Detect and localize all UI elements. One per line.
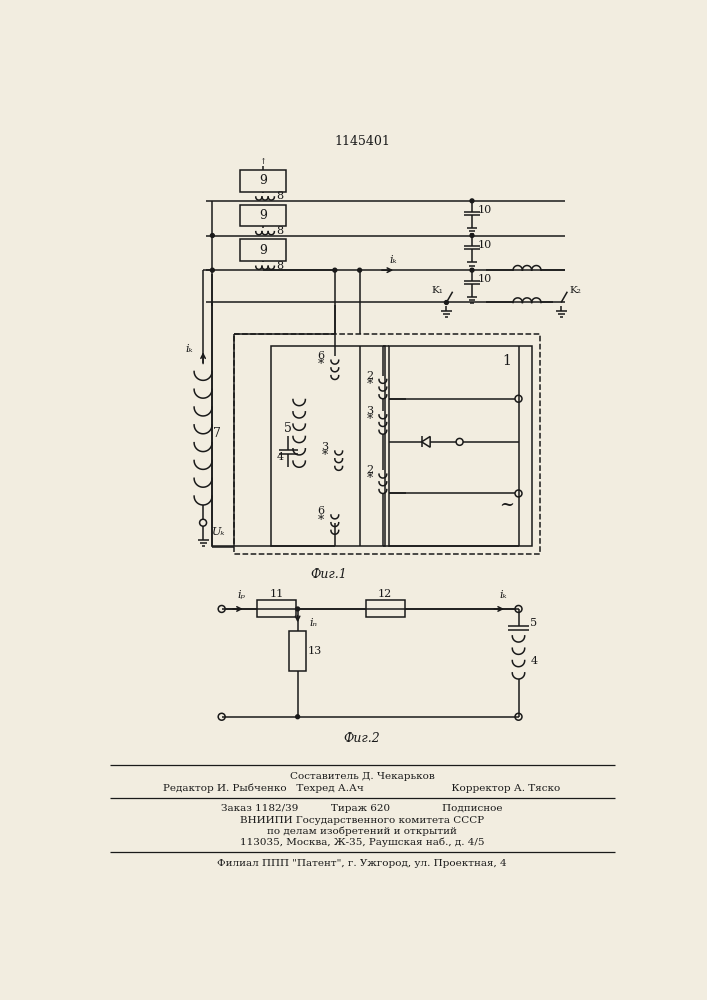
Text: 1: 1: [503, 354, 511, 368]
Text: 11: 11: [269, 589, 284, 599]
Polygon shape: [421, 436, 430, 447]
Text: Фиг.2: Фиг.2: [344, 732, 380, 745]
Text: 3: 3: [366, 406, 373, 416]
Bar: [257, 600, 296, 617]
Text: 5: 5: [284, 422, 292, 434]
Text: 2: 2: [366, 371, 373, 381]
Circle shape: [445, 301, 448, 304]
Text: 9: 9: [259, 244, 267, 257]
Text: 4: 4: [276, 452, 284, 462]
Bar: [289, 631, 306, 671]
Text: *: *: [322, 449, 328, 462]
Bar: [240, 239, 286, 261]
Circle shape: [211, 234, 214, 237]
Circle shape: [470, 199, 474, 203]
Text: 13: 13: [308, 646, 322, 656]
Text: 5: 5: [530, 618, 537, 628]
Text: iₚ: iₚ: [238, 590, 246, 600]
Text: 1145401: 1145401: [334, 135, 390, 148]
Circle shape: [470, 234, 474, 237]
Circle shape: [296, 607, 300, 611]
Text: iₖ: iₖ: [185, 344, 193, 354]
Text: *: *: [366, 413, 373, 426]
Text: Редактор И. Рыбченко   Техред А.Ач                           Корректор А. Тяско: Редактор И. Рыбченко Техред А.Ач Коррект…: [163, 784, 561, 793]
Text: Uₖ: Uₖ: [212, 527, 226, 537]
Text: 8: 8: [276, 261, 284, 271]
Text: *: *: [317, 514, 324, 527]
Bar: [271, 346, 385, 546]
Circle shape: [211, 268, 214, 272]
Text: 9: 9: [259, 209, 267, 222]
Text: iₖ: iₖ: [499, 590, 507, 600]
Text: iₙ: iₙ: [309, 618, 317, 628]
Text: 10: 10: [478, 205, 492, 215]
Text: по делам изобретений и открытий: по делам изобретений и открытий: [267, 827, 457, 836]
Text: *: *: [366, 472, 373, 485]
Text: 9: 9: [259, 174, 267, 187]
Text: Составитель Д. Чекарьков: Составитель Д. Чекарьков: [290, 772, 434, 781]
Bar: [240, 205, 286, 226]
Text: Филиал ППП "Патент", г. Ужгород, ул. Проектная, 4: Филиал ППП "Патент", г. Ужгород, ул. Про…: [217, 859, 507, 868]
Text: Заказ 1182/39          Тираж 620                Подписное: Заказ 1182/39 Тираж 620 Подписное: [221, 804, 503, 813]
Bar: [366, 600, 404, 617]
Text: ↑: ↑: [259, 158, 267, 166]
Text: K₁: K₁: [431, 286, 443, 295]
Bar: [234, 334, 540, 554]
Text: 8: 8: [276, 226, 284, 236]
Circle shape: [358, 268, 361, 272]
Text: 6: 6: [317, 351, 325, 361]
Text: ~: ~: [499, 496, 515, 514]
Text: iₖ: iₖ: [389, 255, 397, 265]
Circle shape: [296, 715, 300, 719]
Text: 6: 6: [317, 506, 325, 516]
Circle shape: [333, 268, 337, 272]
Text: ВНИИПИ Государственного комитета СССР: ВНИИПИ Государственного комитета СССР: [240, 816, 484, 825]
Text: 10: 10: [478, 240, 492, 250]
Text: 113035, Москва, Ж-35, Раушская наб., д. 4/5: 113035, Москва, Ж-35, Раушская наб., д. …: [240, 838, 484, 847]
Text: 12: 12: [378, 589, 392, 599]
Text: 2: 2: [366, 465, 373, 475]
Bar: [389, 346, 532, 546]
Text: K₂: K₂: [569, 286, 581, 295]
Text: *: *: [317, 358, 324, 371]
Text: Фиг.1: Фиг.1: [310, 568, 347, 581]
Text: 8: 8: [276, 191, 284, 201]
Text: *: *: [366, 378, 373, 391]
Text: 7: 7: [213, 427, 221, 440]
Text: 3: 3: [321, 442, 328, 452]
Bar: [240, 170, 286, 192]
Circle shape: [470, 268, 474, 272]
Text: 10: 10: [478, 274, 492, 284]
Text: 4: 4: [530, 656, 537, 666]
